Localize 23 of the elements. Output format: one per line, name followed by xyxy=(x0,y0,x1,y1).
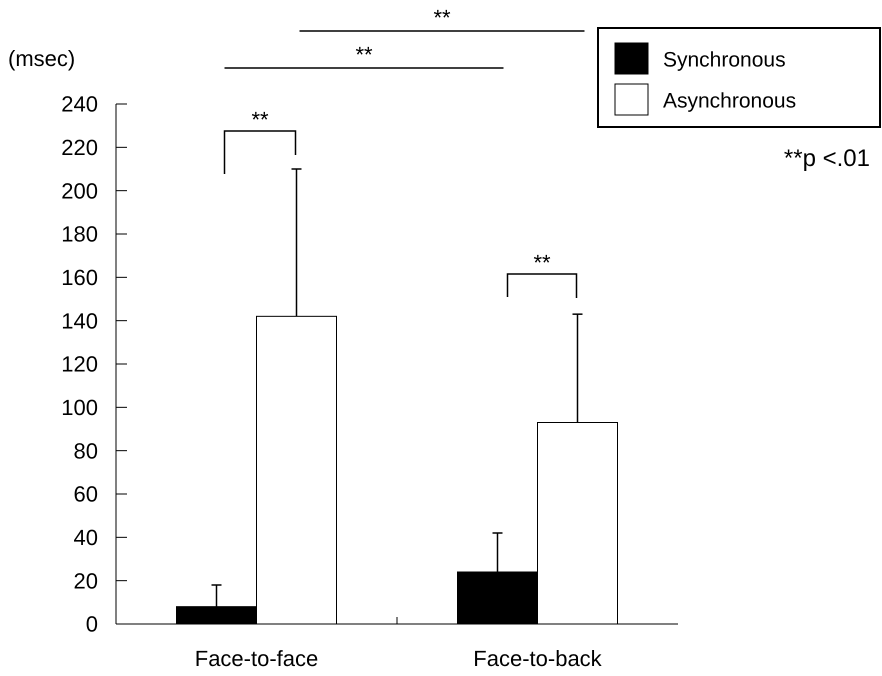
y-tick-label: 40 xyxy=(74,525,98,550)
y-tick-label: 60 xyxy=(74,482,98,507)
y-tick-label: 140 xyxy=(61,308,98,334)
text: ** xyxy=(355,42,373,67)
text: **p <.01 xyxy=(784,145,870,172)
annotation: ** xyxy=(533,250,551,275)
x-tick-label: Face-to-face xyxy=(194,646,318,671)
legend-label: Asynchronous xyxy=(663,89,796,112)
y-tick-label: 20 xyxy=(74,568,98,594)
text: ** xyxy=(433,5,451,30)
legend-label: Synchronous xyxy=(663,48,786,72)
y-tick-label: 180 xyxy=(61,222,98,247)
y-tick-label: 240 xyxy=(61,92,98,117)
y-axis-title: (msec) xyxy=(8,46,76,71)
y-tick-label: 100 xyxy=(61,395,98,420)
y-tick-label: 220 xyxy=(61,135,98,160)
annotation: ** xyxy=(251,107,269,132)
x-tick-label: Face-to-back xyxy=(473,646,603,671)
y-tick-label: 0 xyxy=(86,612,98,637)
y-tick-label: 160 xyxy=(61,265,98,290)
y-tick-label: 200 xyxy=(61,178,98,204)
y-tick-label: 80 xyxy=(74,438,98,464)
y-tick-label: 120 xyxy=(61,352,98,377)
